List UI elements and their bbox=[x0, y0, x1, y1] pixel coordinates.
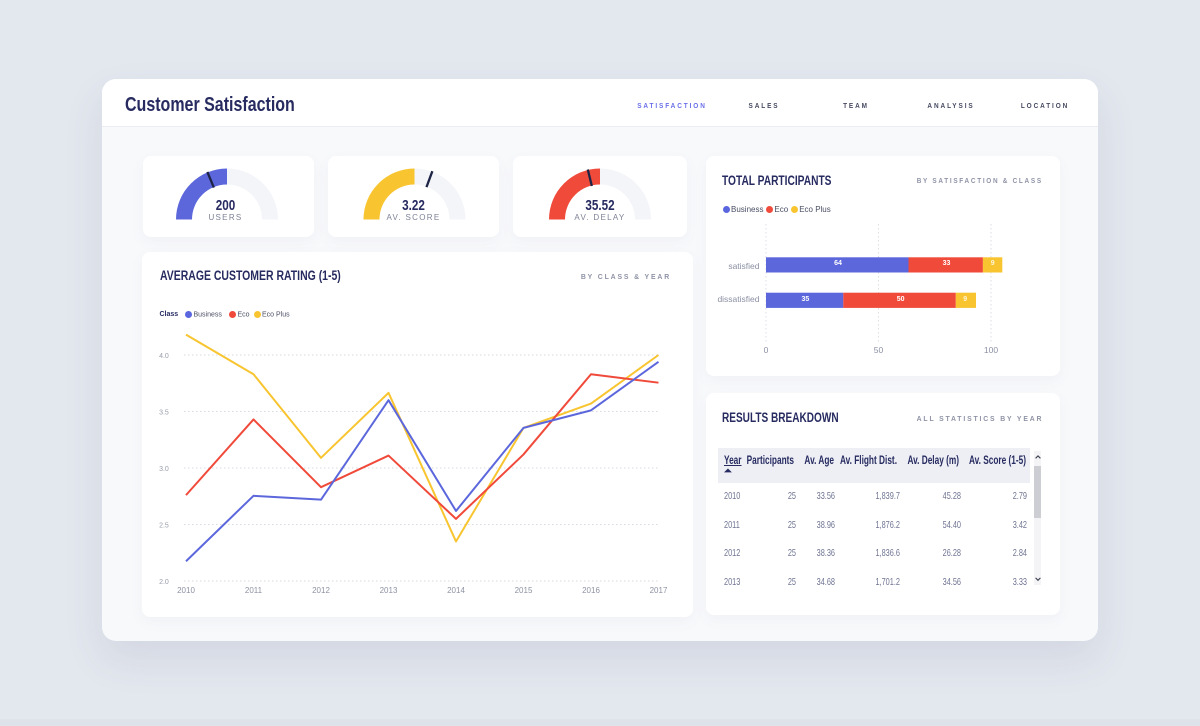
svg-text:3.0: 3.0 bbox=[159, 466, 169, 473]
svg-text:2017: 2017 bbox=[650, 586, 668, 595]
svg-text:2011: 2011 bbox=[245, 586, 263, 595]
svg-text:2012: 2012 bbox=[312, 586, 330, 595]
svg-text:3.5: 3.5 bbox=[159, 410, 169, 417]
svg-text:2016: 2016 bbox=[582, 586, 600, 595]
svg-text:2.0: 2.0 bbox=[159, 579, 169, 586]
svg-text:2.5: 2.5 bbox=[159, 523, 169, 530]
svg-text:2015: 2015 bbox=[515, 586, 533, 595]
svg-text:2014: 2014 bbox=[447, 586, 465, 595]
svg-text:4.0: 4.0 bbox=[159, 353, 169, 360]
svg-text:2010: 2010 bbox=[177, 586, 195, 595]
svg-text:2013: 2013 bbox=[380, 586, 398, 595]
